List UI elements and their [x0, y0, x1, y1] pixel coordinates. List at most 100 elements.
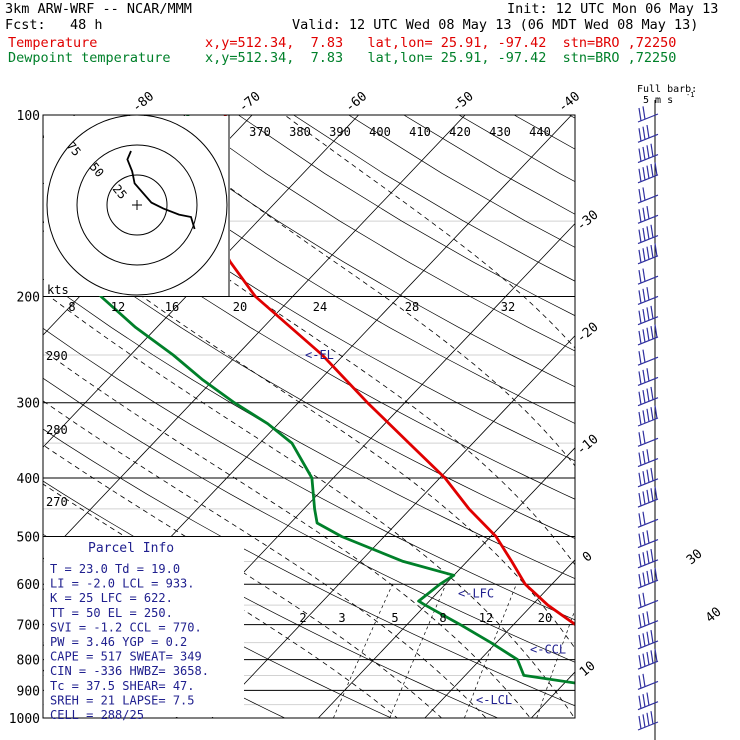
wind-barb: [637, 449, 659, 468]
wind-barb: [637, 224, 659, 245]
isotherm: [211, 335, 575, 718]
dry-adiabat: [43, 377, 575, 663]
temperature-tick-label: 0: [580, 549, 596, 566]
wind-barb: [637, 368, 659, 387]
parcel-info-row: CAPE = 517 SWEAT= 349: [50, 650, 202, 664]
mixing-ratio-label: 2: [299, 611, 306, 625]
temperature-tick-label: -60: [343, 89, 371, 116]
theta-label: 430: [489, 125, 511, 139]
parcel-info-row: CIN = -336 HWBZ= 3658.: [50, 664, 209, 678]
pressure-label: 800: [17, 654, 40, 669]
parcel-info-row: TT = 50 EL = 250.: [50, 606, 173, 620]
temperature-tick-label: -50: [449, 89, 477, 116]
theta-label: 370: [249, 125, 271, 139]
mixing-ratio-label: 28: [405, 300, 419, 314]
dry-adiabat: [43, 327, 575, 621]
wind-barb: [637, 187, 659, 204]
barb-legend-exponent: -1: [686, 91, 694, 99]
barb-legend: Full barb:: [637, 84, 697, 95]
hodograph-units: kts: [47, 283, 69, 297]
temperature-legend: Temperature: [8, 35, 98, 51]
level-marker: <-LFC: [458, 587, 494, 601]
theta-e-label: 280: [46, 423, 68, 437]
theta-label: 390: [329, 125, 351, 139]
wind-barb: [637, 711, 659, 731]
init-time: Init: 12 UTC Mon 06 May 13: [507, 1, 719, 17]
level-marker: <-EL: [305, 348, 334, 362]
hodograph-ring: [76, 144, 198, 266]
pressure-label: 400: [17, 472, 40, 487]
pressure-label: 600: [17, 578, 40, 593]
mixing-ratio-label: 20: [233, 300, 247, 314]
dewpoint-legend: Dewpoint temperature: [8, 50, 171, 66]
theta-label: 400: [369, 125, 391, 139]
dry-adiabat: [43, 134, 575, 462]
wind-barb: [637, 548, 659, 569]
wind-barb: [637, 486, 659, 508]
temperature-tick-label: -10: [574, 432, 602, 459]
parcel-info-row: Tc = 37.5 SHEAR= 47.: [50, 679, 195, 693]
wind-barb: [637, 287, 659, 305]
wind-barb: [637, 592, 659, 609]
pressure-label: 300: [17, 397, 40, 412]
mixing-ratio-label: 12: [479, 611, 493, 625]
theta-label: 420: [449, 125, 471, 139]
parcel-info-row: K = 25 LFC = 622.: [50, 591, 173, 605]
dry-adiabat: [43, 182, 575, 500]
moist-adiabat: [284, 115, 575, 349]
dry-adiabat: [403, 115, 575, 215]
wind-barb: [637, 143, 659, 164]
wind-barb: [637, 324, 659, 346]
theta-e-label: 270: [46, 495, 68, 509]
parcel-info-box: [44, 537, 244, 717]
plot-frame: [42, 114, 576, 719]
model-title: 3km ARW-WRF -- NCAR/MMM: [5, 1, 192, 17]
temperature-tick-label: -80: [130, 89, 158, 116]
wind-barb: [637, 162, 659, 184]
dry-adiabat: [127, 115, 575, 388]
mixing-ratio-line: [389, 584, 447, 718]
dry-adiabat: [735, 115, 740, 731]
wind-barb: [637, 405, 659, 427]
parcel-info-row: T = 23.0 Td = 19.0: [50, 562, 180, 576]
temperature-tick-label: 10: [577, 658, 599, 680]
wind-barb: [637, 305, 659, 326]
dry-adiabat: [293, 115, 575, 282]
wind-barb: [637, 511, 659, 528]
theta-label: 410: [409, 125, 431, 139]
parcel-info-row: PW = 3.46 YGP = 0.2: [50, 635, 187, 649]
forecast-hour: Fcst: 48 h: [5, 17, 103, 33]
moist-adiabat: [43, 400, 487, 718]
temperature-tick-label: 30: [684, 547, 706, 569]
dry-adiabat: [43, 230, 575, 539]
wind-barb: [637, 430, 659, 447]
mixing-ratio-label: 8: [439, 611, 446, 625]
isotherm: [424, 559, 575, 718]
wind-barb: [637, 386, 659, 407]
dry-adiabat: [43, 278, 575, 580]
isotherm: [318, 447, 575, 718]
isotherm: [43, 115, 466, 560]
mixing-ratio-line: [333, 584, 393, 718]
mixing-ratio-label: 5: [391, 611, 398, 625]
wind-barb: [637, 467, 659, 488]
hodograph-ring: [46, 114, 228, 296]
parcel-info-row: LI = -2.0 LCL = 933.: [50, 577, 195, 591]
pressure-label: 100: [17, 109, 40, 124]
level-marker: <-CCL: [530, 643, 566, 657]
temperature-line: [208, 115, 575, 627]
wind-barb: [637, 243, 659, 265]
isotherm: [638, 115, 740, 718]
dry-adiabat: [624, 115, 740, 731]
wind-barb: [637, 268, 659, 285]
temperature-tick-label: -70: [236, 89, 264, 116]
parcel-info-row: SREH = 21 LAPSE= 7.5: [50, 693, 195, 707]
valid-time: Valid: 12 UTC Wed 08 May 13 (06 MDT Wed …: [292, 17, 699, 33]
mixing-ratio-label: 12: [111, 300, 125, 314]
mixing-ratio-label: 3: [338, 611, 345, 625]
barb-legend-units: 5 m s: [643, 95, 673, 106]
dewpoint-line: [87, 115, 575, 685]
pressure-label: 200: [17, 291, 40, 306]
parcel-info-title: Parcel Info: [88, 541, 174, 556]
